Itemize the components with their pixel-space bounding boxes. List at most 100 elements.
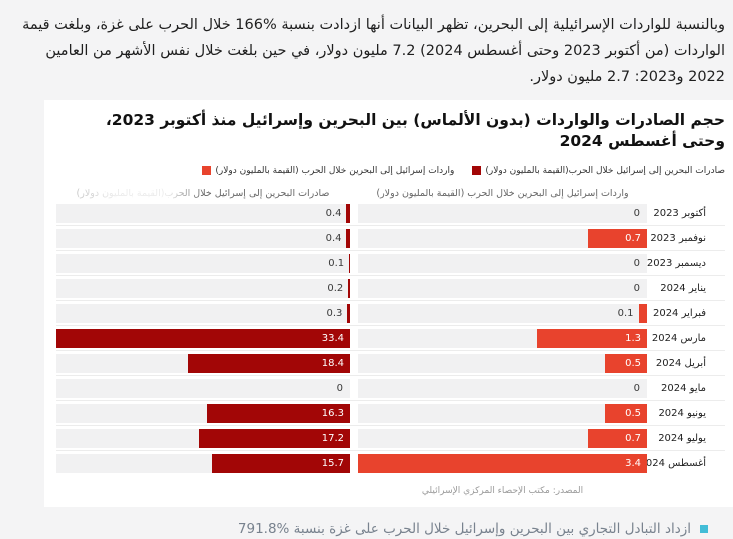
chart-row: 0.4 0.7 نوفمبر 2023 (56, 226, 725, 251)
bar-value-label: 1.3 (625, 332, 641, 344)
bar-value-label: 16.3 (321, 407, 344, 419)
row-month-label: فبراير 2024 (652, 307, 706, 319)
exports-bar[interactable]: 15.7 (211, 453, 350, 473)
row-month-label: مارس 2024 (651, 332, 706, 344)
imports-bar-track: 1.3 (358, 328, 647, 348)
source-row: المصدر: مكتب الإحصاء المركزي الإسرائيلي (56, 485, 725, 497)
row-month-label: يونيو 2024 (658, 407, 706, 419)
bar-value-label: 0.1 (328, 257, 345, 269)
chart-title: حجم الصادرات والواردات (بدون الألماس) بي… (105, 111, 725, 150)
imports-bar-track: 0.5 (358, 353, 647, 373)
bar-value-label: 0.1 (617, 307, 634, 319)
exports-bar-track: 15.7 (56, 453, 350, 473)
exports-bar[interactable] (346, 203, 350, 223)
chart-row: 33.4 1.3 مارس 2024 (56, 326, 725, 351)
imports-bar-track: 0 (358, 203, 647, 223)
chart-legend: واردات إسرائيل إلى البحرين خلال الحرب (ا… (56, 164, 725, 177)
chart-row: 17.2 0.7 يوليو 2024 (56, 426, 725, 451)
imports-bar[interactable]: 0.7 (587, 228, 647, 248)
chart-row: 0.3 0.1 فبراير 2024 (56, 301, 725, 326)
row-month-label: نوفمبر 2023 (650, 232, 706, 244)
imports-bar[interactable]: 3.4 (358, 453, 647, 473)
bar-value-label: 0.7 (625, 432, 641, 444)
imports-column-header: واردات إسرائيل إلى البحرين خلال الحرب (ا… (376, 188, 629, 199)
bullet-square-icon (700, 525, 708, 533)
footer-note: ازداد التبادل التجاري بين البحرين وإسرائ… (0, 520, 733, 538)
bar-value-label: 17.2 (321, 432, 344, 444)
imports-bar-track: 0 (358, 278, 647, 298)
row-month-label: يناير 2024 (660, 282, 706, 294)
chart-row: 0.1 0 ديسمبر 2023 (56, 251, 725, 276)
exports-bar[interactable]: 18.4 (188, 353, 350, 373)
bar-value-label: 0 (633, 207, 640, 219)
footer-note-text: ازداد التبادل التجاري بين البحرين وإسرائ… (237, 521, 691, 537)
intro-paragraph: وبالنسبة للواردات الإسرائيلية إلى البحري… (22, 17, 725, 85)
chart-row: 18.4 0.5 أبريل 2024 (56, 351, 725, 376)
row-month-label: ديسمبر 2023 (646, 257, 706, 269)
exports-bar[interactable]: 17.2 (198, 428, 350, 448)
imports-bar-track: 0.7 (358, 428, 647, 448)
bar-value-label: 33.4 (321, 332, 344, 344)
exports-bar[interactable] (347, 303, 350, 323)
exports-bar-track: 0.1 (56, 253, 350, 273)
exports-bar[interactable] (346, 228, 350, 248)
exports-bar-track: 17.2 (56, 428, 350, 448)
exports-bar[interactable] (348, 253, 350, 273)
chart-row: 15.7 3.4 أغسطس 2024 (56, 451, 725, 475)
legend-item: واردات إسرائيل إلى البحرين خلال الحرب (ا… (202, 166, 454, 176)
row-month-label: مايو 2024 (661, 382, 706, 394)
chart-row: 0.2 0 يناير 2024 (56, 276, 725, 301)
bar-value-label: 3.4 (625, 457, 641, 469)
legend-label: صادرات البحرين إلى إسرائيل خلال الحرب(ال… (485, 165, 725, 176)
imports-bar-track: 0 (358, 378, 647, 398)
bar-value-label: 0.7 (625, 232, 641, 244)
row-month-label: أغسطس 2024 (639, 457, 706, 469)
exports-bar[interactable]: 33.4 (56, 328, 350, 348)
bar-value-label: 0 (633, 282, 640, 294)
chart-rows: 0.4 0 أكتوبر 2023 0.4 0.7 نوفمبر 2023 0.1 0 ديسم… (56, 201, 725, 475)
imports-bar-track: 0.1 (358, 303, 647, 323)
exports-bar-track: 0.4 (56, 203, 350, 223)
bar-value-label: 0.3 (326, 307, 343, 319)
exports-bar-track: 16.3 (56, 403, 350, 423)
imports-bar[interactable]: 0.5 (604, 403, 647, 423)
imports-bar[interactable]: 1.3 (536, 328, 647, 348)
exports-column-header: صادرات البحرين إلى إسرائيل خلال الحرب(ال… (76, 188, 330, 199)
imports-bar-track: 0.5 (358, 403, 647, 423)
imports-bar-track: 0.7 (358, 228, 647, 248)
legend-label: واردات إسرائيل إلى البحرين خلال الحرب (ا… (215, 165, 455, 176)
chart-card: حجم الصادرات والواردات (بدون الألماس) بي… (44, 100, 733, 507)
chart-row: 0.4 0 أكتوبر 2023 (56, 201, 725, 226)
row-month-label: أبريل 2024 (655, 357, 706, 369)
bar-value-label: 0.5 (625, 357, 641, 369)
bar-value-label: 0.2 (327, 282, 344, 294)
bar-value-label: 0.4 (325, 207, 342, 219)
imports-bar-track: 3.4 (358, 453, 647, 473)
column-headers: صادرات البحرين إلى إسرائيل خلال الحرب(ال… (56, 186, 725, 201)
imports-bar[interactable]: 0.7 (587, 428, 647, 448)
imports-bar[interactable]: 0.5 (604, 353, 647, 373)
exports-bar[interactable] (348, 278, 350, 298)
exports-bar-track: 0 (56, 378, 350, 398)
bar-value-label: 0.4 (325, 232, 342, 244)
bar-value-label: 0 (633, 257, 640, 269)
row-month-label: أكتوبر 2023 (653, 207, 706, 219)
bar-value-label: 18.4 (321, 357, 344, 369)
legend-swatch-icon (472, 166, 482, 175)
exports-bar-track: 0.3 (56, 303, 350, 323)
chart-row: 16.3 0.5 يونيو 2024 (56, 401, 725, 426)
exports-bar[interactable]: 16.3 (206, 403, 350, 423)
legend-swatch-icon (202, 166, 212, 175)
chart-source: المصدر: مكتب الإحصاء المركزي الإسرائيلي (421, 486, 584, 496)
chart-row: 0 0 مايو 2024 (56, 376, 725, 401)
exports-bar-track: 33.4 (56, 328, 350, 348)
imports-bar[interactable] (638, 303, 647, 323)
imports-bar-track: 0 (358, 253, 647, 273)
bar-value-label: 0.5 (625, 407, 641, 419)
exports-bar-track: 18.4 (56, 353, 350, 373)
exports-bar-track: 0.4 (56, 228, 350, 248)
legend-item: صادرات البحرين إلى إسرائيل خلال الحرب(ال… (472, 166, 725, 176)
bar-value-label: 15.7 (321, 457, 344, 469)
bar-value-label: 0 (633, 382, 640, 394)
